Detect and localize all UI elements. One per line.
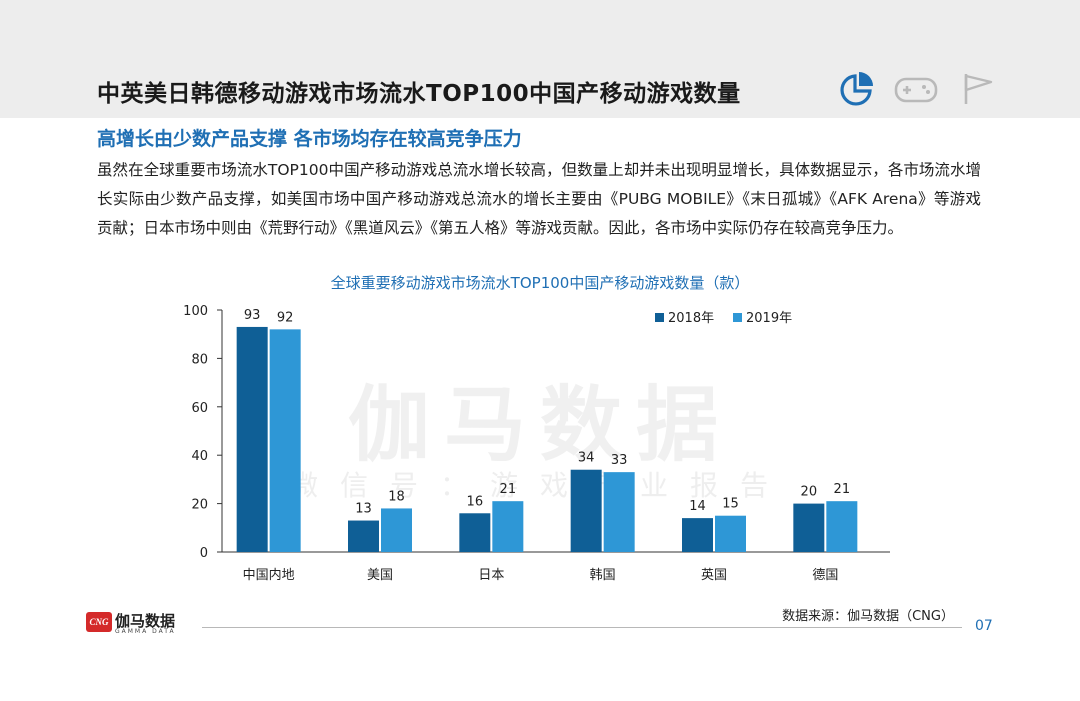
data-label: 93 [244,308,261,323]
y-tick-label: 60 [191,401,208,416]
data-label: 20 [801,485,818,500]
data-label: 33 [611,453,628,468]
data-label: 34 [578,451,595,466]
bar-2018 [348,520,379,552]
bar-2018 [459,513,491,552]
bar-2019 [269,329,301,552]
legend-swatch [733,313,742,322]
page-title: 中英美日韩德移动游戏市场流水TOP100中国产移动游戏数量 [97,81,741,107]
bar-2019 [381,508,412,552]
legend-label: 2019年 [746,311,792,326]
pie-chart-icon[interactable] [838,70,876,108]
section-subtitle: 高增长由少数产品支撑 各市场均存在较高竞争压力 [97,128,522,150]
bar-2018 [682,518,713,552]
category-label: 中国内地 [243,567,295,583]
bar-2018 [236,326,268,552]
data-label: 92 [277,310,294,325]
logo-english: GAMMA DATA [115,628,176,635]
legend-label: 2018年 [668,311,714,326]
page-number: 07 [975,618,993,634]
chart-title: 全球重要移动游戏市场流水TOP100中国产移动游戏数量（款） [330,274,750,292]
data-label: 14 [689,499,706,514]
data-label: 16 [467,494,484,509]
gamepad-icon[interactable] [893,70,939,108]
data-label: 13 [355,502,372,517]
legend-swatch [655,313,664,322]
y-tick-label: 20 [191,498,208,513]
bar-2019 [603,472,635,552]
logo-name: 伽马数据 [115,612,176,630]
bar-2019 [715,515,746,552]
y-tick-label: 40 [191,449,208,464]
bar-2018 [570,469,602,552]
bar-2018 [793,503,825,552]
cng-logo-icon: CNG [86,612,112,632]
data-source: 数据来源：伽马数据（CNG） [782,609,954,624]
y-tick-label: 80 [191,352,208,367]
footer-divider [202,627,962,628]
body-paragraph: 虽然在全球重要市场流水TOP100中国产移动游戏总流水增长较高，但数量上却并未出… [97,161,981,237]
category-label: 日本 [478,568,504,583]
watermark-main: 伽马数据 [347,378,732,473]
y-tick-label: 100 [183,304,208,319]
bar-2019 [492,501,524,552]
data-label: 18 [388,489,405,504]
flag-icon[interactable] [961,70,995,108]
y-tick-label: 0 [200,546,208,561]
category-label: 美国 [367,568,393,583]
bar-2019 [826,501,858,552]
category-label: 英国 [701,568,727,583]
data-label: 21 [834,482,851,497]
category-label: 德国 [812,568,838,583]
watermark-sub: 微信号：游戏产业报告 [289,469,790,502]
data-label: 21 [500,482,517,497]
data-label: 15 [722,497,739,512]
category-label: 韩国 [590,568,616,583]
